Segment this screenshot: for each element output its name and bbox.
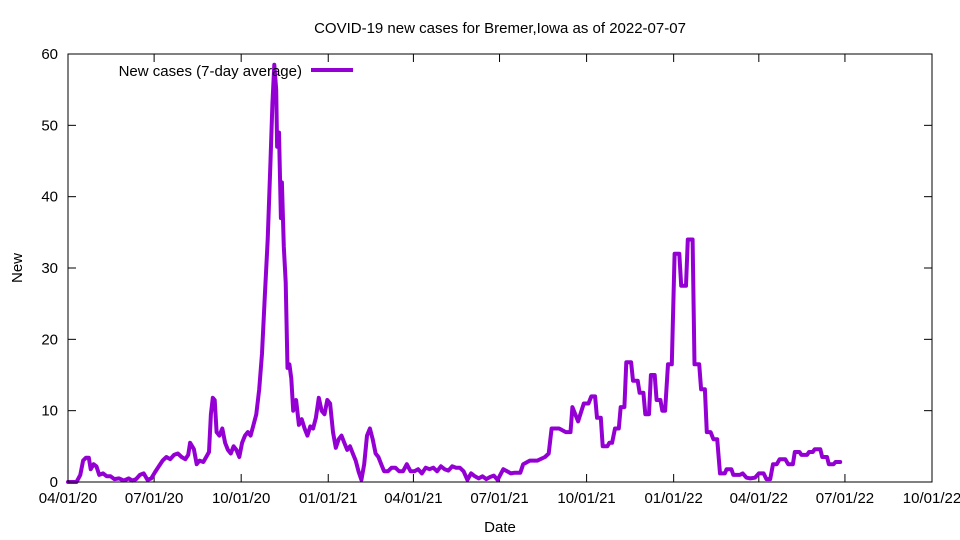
- y-tick-label: 0: [50, 474, 58, 491]
- axis-ticks: 0 10 20 30 40 50 60 04/01/20 07/01/20 10/01/20 01/…: [39, 46, 960, 507]
- legend: New cases (7-day average): [119, 63, 353, 80]
- x-tick-label: 04/01/22: [730, 490, 788, 507]
- x-tick-label: 10/01/20: [212, 490, 270, 507]
- legend-label: New cases (7-day average): [119, 63, 302, 80]
- y-axis-label: New: [9, 253, 26, 283]
- series-layer: [66, 62, 843, 484]
- x-tick-label: 01/01/21: [299, 490, 357, 507]
- x-tick-label: 04/01/21: [384, 490, 442, 507]
- x-tick-label: 10/01/21: [557, 490, 615, 507]
- y-tick-label: 10: [41, 403, 58, 420]
- y-tick-label: 60: [41, 46, 58, 63]
- y-tick-label: 50: [41, 117, 58, 134]
- chart-title: COVID-19 new cases for Bremer,Iowa as of…: [314, 20, 686, 37]
- x-axis-label: Date: [484, 519, 516, 536]
- x-tick-label: 04/01/20: [39, 490, 97, 507]
- x-tick-label: 07/01/22: [816, 490, 874, 507]
- y-tick-label: 30: [41, 260, 58, 277]
- series-line: [66, 62, 843, 484]
- y-tick-label: 40: [41, 189, 58, 206]
- x-tick-label: 10/01/22: [903, 490, 960, 507]
- x-tick-label: 01/01/22: [644, 490, 702, 507]
- plot-frame: [67, 53, 933, 483]
- x-tick-label: 07/01/20: [125, 490, 183, 507]
- x-tick-label: 07/01/21: [470, 490, 528, 507]
- y-tick-label: 20: [41, 331, 58, 348]
